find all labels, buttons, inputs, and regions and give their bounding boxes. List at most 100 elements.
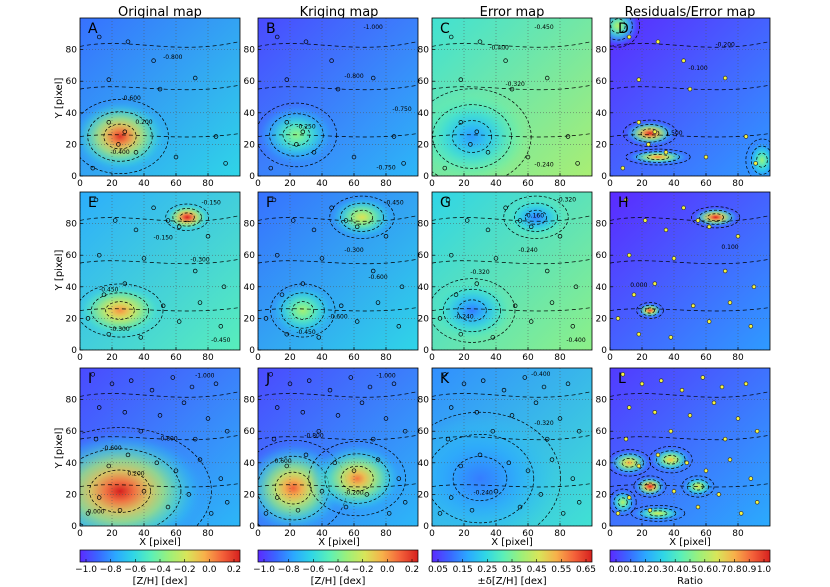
panel-letter: B [266, 21, 276, 37]
panel-frame [431, 367, 593, 527]
data-point [695, 504, 701, 510]
contour-label: -0.300 [344, 247, 364, 254]
colorbar-tick-label: 0.4 [668, 565, 683, 575]
contour-line [80, 215, 240, 222]
data-point [351, 154, 357, 160]
y-tick-label: 60 [66, 77, 78, 87]
data-point [652, 129, 658, 135]
contour-line [639, 507, 677, 520]
y-tick-label: 0 [249, 522, 255, 532]
col-title-residuals: Residuals/Error map [625, 5, 756, 20]
panel-frame [609, 17, 771, 177]
data-point [106, 77, 112, 82]
data-point [218, 476, 224, 481]
y-tick-label: 40 [418, 283, 430, 293]
data-point [681, 205, 686, 211]
data-point [316, 335, 322, 340]
panel-C: -0.450 -0.400 -0.320 -0.240 0 20 40 60 80 0 20 40 60… [418, 17, 593, 189]
data-point [570, 476, 576, 481]
data-point [125, 452, 131, 458]
data-point [727, 457, 733, 462]
data-point [490, 335, 496, 340]
data-point [623, 436, 629, 442]
data-point [448, 495, 454, 500]
y-tick-label: 80 [244, 220, 256, 230]
colorbar-3: 0.05 0.15 0.25 0.35 0.45 0.55 0.65 ±δ[Z/H] [dex… [428, 549, 596, 587]
data-point [474, 129, 480, 135]
data-point [319, 256, 325, 261]
x-tick-label: 60 [700, 529, 712, 539]
contour-line [633, 475, 667, 498]
contour-label: -0.150 [202, 200, 222, 207]
x-tick-label: 60 [522, 179, 534, 189]
ylabel-row-2: Y [pixel] [54, 250, 65, 292]
contour-line [681, 475, 715, 498]
data-point [549, 457, 555, 462]
data-point [263, 316, 269, 321]
contour-line [340, 465, 374, 492]
data-point [151, 58, 156, 63]
data-point [528, 224, 534, 230]
data-point [533, 400, 539, 406]
contour-line [350, 209, 374, 225]
data-point [274, 405, 280, 410]
contour-label: -0.450 [211, 337, 231, 344]
contour-line [258, 133, 418, 138]
heatmap-D: -0.200 -0.100 1.500 [610, 18, 770, 176]
contour-line [432, 434, 535, 524]
data-point [716, 492, 722, 497]
colorbar-tick-label: 0.05 [428, 565, 448, 575]
data-point [639, 381, 645, 387]
data-point [396, 476, 402, 481]
x-tick-label: 0 [607, 353, 613, 363]
x-tick-label: 40 [138, 179, 150, 189]
colorbar-tick-label: 0.1 [624, 565, 638, 575]
data-point [370, 436, 376, 442]
panel-letter: J [265, 371, 270, 387]
x-tick-label: 40 [316, 353, 328, 363]
x-tick-label: 20 [636, 353, 648, 363]
data-point [753, 161, 758, 166]
x-tick-label: 20 [636, 179, 648, 189]
x-tick-label: 80 [554, 353, 566, 363]
contour-label: -0.320 [470, 269, 490, 276]
contour-label: -1.000 [376, 372, 396, 379]
data-point [458, 463, 464, 469]
data-point [626, 405, 632, 410]
contour-label: -0.750 [376, 165, 396, 172]
y-tick-label: 80 [418, 396, 430, 406]
data-point [711, 400, 717, 406]
colorbar-tick-label: 0.2 [638, 565, 652, 575]
heatmap-L [610, 368, 770, 526]
x-tick-label: 0 [607, 529, 613, 539]
data-point [383, 233, 389, 239]
data-point [646, 142, 651, 147]
data-point [186, 492, 192, 497]
data-point [626, 252, 632, 258]
contour-label: -0.450 [534, 24, 554, 31]
data-point [525, 154, 531, 160]
heatmap-bg [610, 368, 770, 526]
data-point [343, 504, 349, 510]
blob [432, 415, 557, 526]
data-point [208, 511, 214, 516]
y-tick-label: 60 [596, 427, 608, 437]
data-point [284, 120, 290, 125]
data-point [743, 381, 749, 387]
data-point [706, 224, 712, 230]
x-tick-label: 60 [170, 529, 182, 539]
contour-line [258, 41, 418, 48]
contour-line [644, 482, 656, 491]
x-tick-label: 20 [636, 529, 648, 539]
contour-line [610, 41, 770, 48]
panel-E: -0.150 -0.150 -0.300 -0.450 -0.300 -0.450 0 20 4… [66, 191, 241, 363]
data-point [170, 375, 176, 380]
y-tick-label: 60 [66, 427, 78, 437]
data-point [493, 256, 499, 261]
panel-J: -1.000 -0.800 -0.600 -0.200 0 20 40 60 80 0 20 40 60… [244, 367, 419, 539]
contour-line [179, 212, 195, 223]
panel-frame [79, 17, 241, 177]
contour-line [89, 469, 151, 513]
data-point [748, 324, 754, 329]
data-point [668, 335, 674, 340]
